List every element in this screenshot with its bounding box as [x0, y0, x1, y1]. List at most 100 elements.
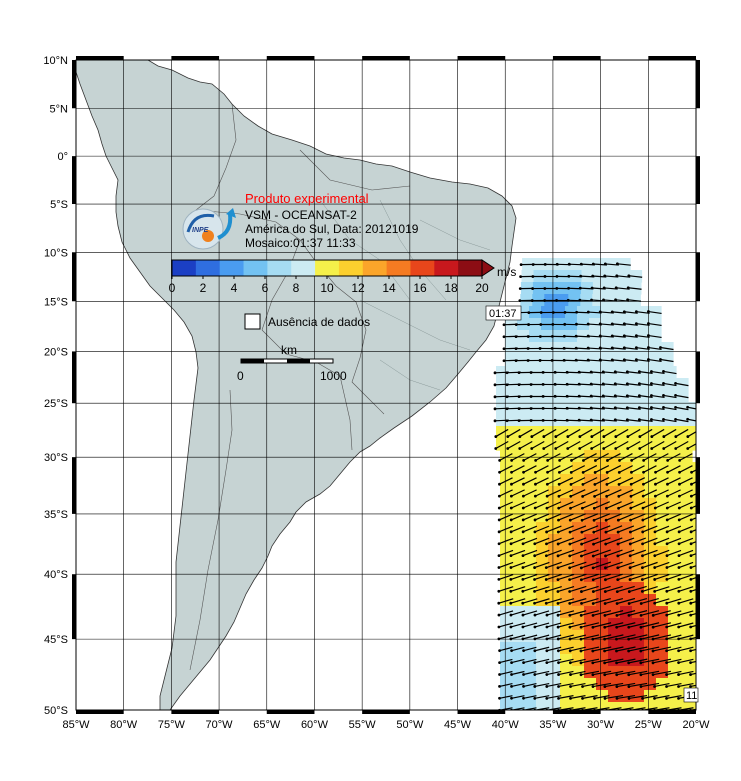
frame-tick-bottom: [171, 710, 220, 714]
lon-label: 65°W: [253, 719, 281, 731]
wind-arrow-head: [614, 447, 618, 450]
wind-arrow: [660, 346, 674, 351]
wind-arrow: [651, 382, 665, 387]
wind-arrow-head: [626, 435, 630, 438]
wind-arrow-head: [641, 506, 645, 510]
wind-arrow: [593, 585, 611, 593]
wind-arrow-head: [531, 287, 535, 290]
wind-arrow: [636, 335, 650, 338]
wind-arrow: [690, 600, 696, 604]
wind-arrow-head: [615, 673, 619, 677]
wind-arrow-head: [498, 649, 501, 653]
wind-arrow: [666, 682, 682, 688]
wind-arrow-head: [565, 406, 569, 410]
wind-arrow-head: [517, 407, 521, 411]
wind-arrow-head: [541, 395, 545, 398]
wind-arrow: [591, 428, 605, 438]
wind-arrow-head: [533, 518, 537, 522]
colorbar-segment: [458, 260, 483, 276]
wind-arrow-head: [641, 566, 644, 570]
wind-arrow-head: [546, 458, 550, 462]
wind-arrow: [690, 660, 696, 664]
colorbar-segment: [172, 260, 197, 276]
wind-arrow: [546, 489, 562, 497]
wind-arrow-head: [509, 506, 513, 510]
wind-arrow-head: [533, 696, 537, 700]
wind-arrow: [507, 440, 521, 450]
wind-arrow-head: [497, 589, 501, 593]
wind-arrow: [499, 670, 513, 676]
wind-arrow-head: [493, 383, 497, 387]
wind-arrow-head: [610, 346, 614, 350]
wind-arrow: [591, 440, 605, 450]
wind-arrow-head: [677, 542, 681, 546]
wind-arrow-head: [580, 530, 584, 534]
wind-arrow: [687, 406, 696, 410]
wind-arrow-head: [522, 458, 526, 462]
wind-arrow-head: [590, 447, 594, 450]
wind-arrow-head: [565, 382, 569, 386]
wind-arrow-head: [665, 613, 669, 617]
wind-arrow-head: [498, 696, 501, 700]
wind-arrow-head: [586, 310, 590, 314]
wind-arrow-head: [627, 613, 631, 617]
frame-tick-left: [72, 574, 76, 640]
wind-arrow: [628, 597, 648, 605]
wind-arrow: [592, 670, 612, 676]
wind-arrow: [615, 371, 629, 374]
wind-arrow: [546, 586, 562, 592]
wind-arrow: [593, 549, 611, 557]
wind-arrow: [558, 658, 574, 664]
wind-arrow: [569, 622, 587, 628]
wind-arrow-head: [521, 494, 525, 498]
wind-arrow-head: [641, 696, 644, 700]
wind-arrow: [581, 598, 599, 604]
wind-arrow: [594, 489, 610, 497]
wind-cell: [692, 498, 696, 511]
wind-arrow-head: [639, 673, 643, 677]
wind-arrow: [639, 395, 653, 398]
wind-arrow-head: [689, 554, 693, 558]
wind-cell: [632, 702, 645, 710]
wind-arrow: [558, 670, 574, 676]
wind-arrow: [604, 597, 624, 605]
wind-arrow-head: [521, 506, 525, 510]
wind-arrow-head: [505, 407, 509, 411]
wind-arrow: [558, 501, 574, 509]
wind-arrow: [679, 477, 693, 485]
wind-arrow-head: [509, 566, 513, 569]
wind-arrow-head: [641, 554, 644, 558]
wind-arrow-head: [634, 358, 638, 362]
wind-arrow-head: [601, 382, 605, 386]
wind-arrow-head: [518, 299, 522, 303]
wind-arrow: [663, 370, 677, 375]
wind-arrow-head: [598, 310, 602, 314]
wind-arrow: [606, 489, 622, 497]
wind-arrow-head: [627, 649, 631, 653]
wind-arrow-head: [662, 394, 665, 397]
wind-arrow-head: [497, 566, 501, 569]
wind-cell: [512, 630, 525, 643]
lat-label: 5°S: [50, 199, 68, 211]
wind-arrow-head: [665, 506, 669, 510]
wind-arrow: [498, 598, 514, 604]
wind-arrow: [663, 418, 677, 423]
wind-arrow-head: [517, 383, 521, 387]
lon-label: 30°W: [587, 719, 615, 731]
wind-arrow: [557, 585, 575, 593]
wind-arrow-head: [522, 685, 525, 688]
wind-arrow-head: [506, 435, 510, 438]
wind-arrow: [629, 549, 647, 557]
wind-arrow-head: [544, 590, 548, 593]
wind-arrow-head: [616, 554, 620, 558]
wind-arrow-head: [639, 661, 643, 665]
wind-arrow-head: [580, 602, 583, 605]
wind-arrow-head: [581, 471, 585, 474]
wind-arrow-head: [544, 554, 548, 558]
wind-arrow-head: [544, 578, 548, 581]
wind-arrow-head: [650, 447, 654, 450]
wind-arrow-head: [653, 685, 656, 688]
wind-arrow: [579, 440, 593, 450]
wind-arrow: [628, 610, 648, 616]
wind-cell: [536, 642, 549, 655]
